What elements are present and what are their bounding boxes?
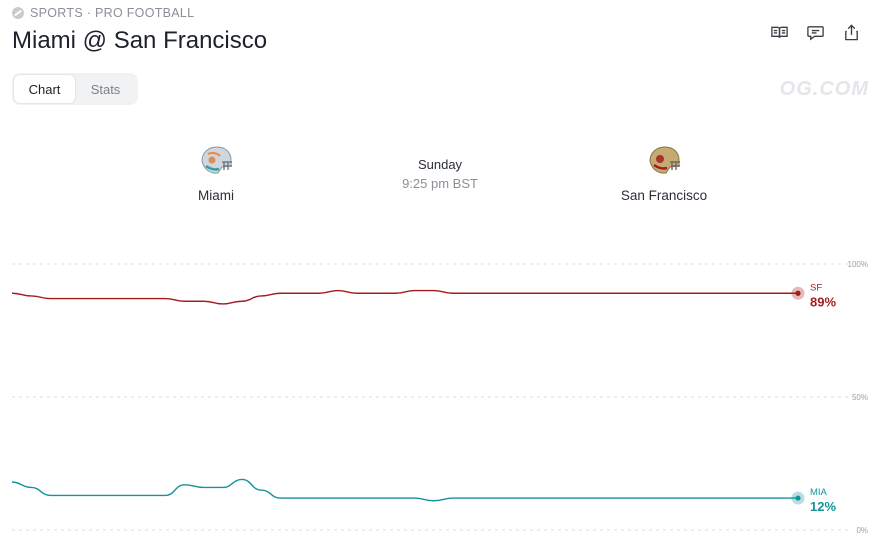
- comments-icon[interactable]: [805, 22, 825, 42]
- team-away[interactable]: Miami: [146, 144, 286, 203]
- tab-chart[interactable]: Chart: [14, 75, 75, 103]
- game-day: Sunday: [417, 157, 463, 172]
- watermark-logo: OG.COM: [779, 78, 869, 100]
- series-value-sf: 89%: [810, 294, 836, 309]
- share-icon[interactable]: [841, 22, 861, 42]
- series-label-mia: MIA: [810, 487, 828, 498]
- series-label-sf: SF: [810, 282, 822, 293]
- rules-icon[interactable]: [769, 22, 789, 42]
- series-line-mia: [11, 478, 798, 502]
- away-team-name: Miami: [198, 188, 234, 203]
- breadcrumb-text[interactable]: SPORTS · PRO FOOTBALL: [30, 6, 195, 20]
- end-point-sf: [795, 290, 801, 296]
- game-time: 9:25 pm BST: [402, 176, 478, 191]
- y-tick-label: 0%: [856, 526, 868, 535]
- page-title: Miami @ San Francisco: [12, 27, 268, 54]
- top-actions: [769, 22, 861, 42]
- breadcrumb: SPORTS · PRO FOOTBALL: [12, 6, 194, 20]
- home-team-name: San Francisco: [620, 188, 708, 203]
- y-tick-label: 100%: [848, 260, 868, 269]
- tab-stats[interactable]: Stats: [90, 81, 121, 97]
- y-tick-label: 50%: [852, 393, 868, 402]
- team-home[interactable]: San Francisco: [594, 144, 734, 203]
- san-francisco-helmet-icon: [646, 144, 682, 178]
- view-tabs: Chart Stats: [12, 73, 138, 105]
- series-value-mia: 12%: [810, 499, 836, 514]
- game-info: Sunday 9:25 pm BST: [370, 157, 510, 191]
- miami-helmet-icon: [198, 144, 234, 178]
- win-probability-chart[interactable]: 100% 50% 0% SF 89% MIA 12%: [0, 250, 889, 542]
- end-point-mia: [795, 495, 801, 501]
- series-line-sf: [11, 289, 798, 305]
- football-icon: [12, 7, 24, 19]
